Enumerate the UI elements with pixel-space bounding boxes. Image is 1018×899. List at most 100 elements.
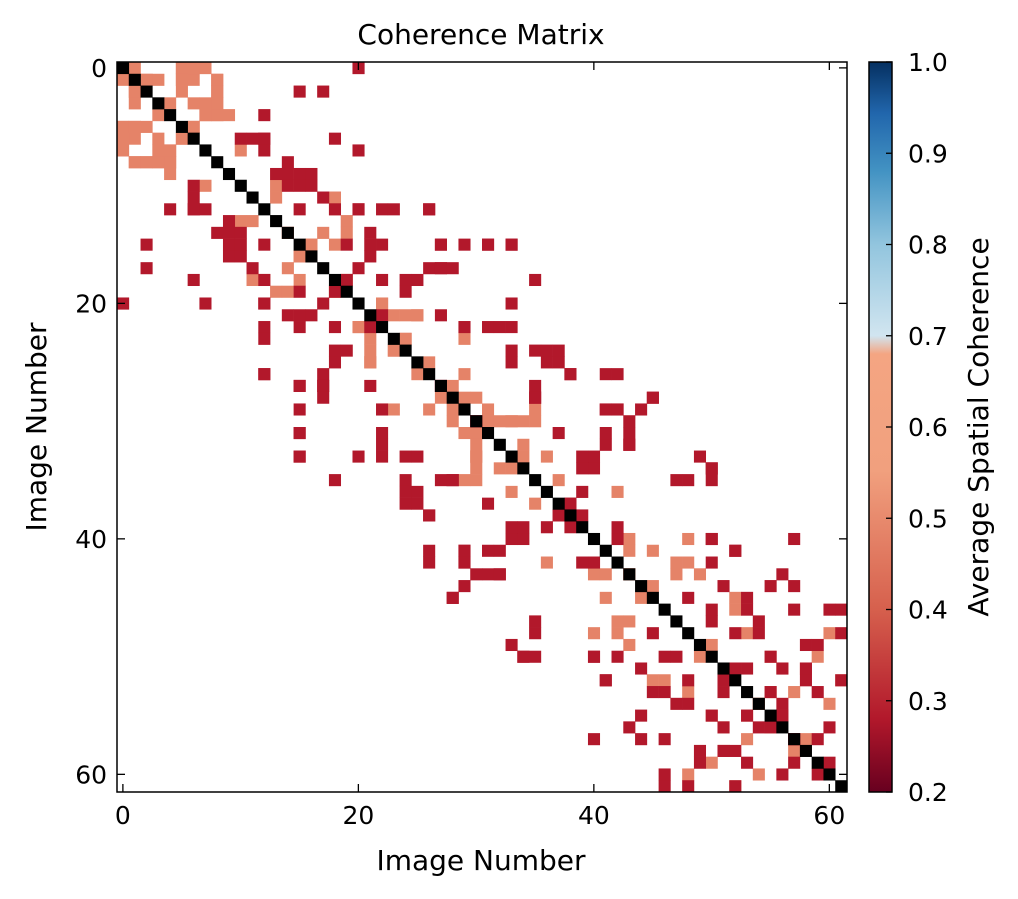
heatmap-cell bbox=[340, 238, 353, 251]
heatmap-cell bbox=[788, 532, 801, 546]
heatmap-cell bbox=[317, 368, 330, 381]
heatmap-cell bbox=[364, 226, 377, 239]
heatmap-cell bbox=[364, 379, 377, 392]
heatmap-cell bbox=[328, 356, 342, 369]
heatmap-cell bbox=[411, 273, 424, 287]
heatmap-cell bbox=[623, 721, 636, 734]
heatmap-cell bbox=[682, 591, 695, 604]
heatmap-cell bbox=[646, 391, 659, 404]
heatmap-cell bbox=[505, 638, 518, 652]
x-axis: 0 20 40 60 bbox=[115, 62, 845, 830]
heatmap-cell bbox=[658, 768, 671, 781]
heatmap-cell bbox=[470, 450, 483, 463]
heatmap-cell bbox=[705, 756, 718, 769]
diagonal-cell bbox=[623, 568, 636, 581]
heatmap-cell bbox=[540, 344, 553, 357]
heatmap-cell bbox=[328, 321, 342, 334]
heatmap-cell bbox=[117, 144, 130, 157]
heatmap-cell bbox=[482, 238, 495, 251]
heatmap-cell bbox=[729, 744, 742, 757]
heatmap-cell bbox=[117, 132, 130, 145]
heatmap-cell bbox=[564, 497, 577, 510]
diagonal-cell bbox=[293, 238, 306, 251]
heatmap-cell bbox=[376, 273, 389, 287]
heatmap-cell bbox=[364, 332, 377, 345]
heatmap-cell bbox=[387, 344, 400, 357]
y-tick-label: 60 bbox=[75, 760, 107, 789]
heatmap-cell bbox=[164, 97, 177, 110]
heatmap-cell bbox=[693, 756, 707, 769]
heatmap-cell bbox=[423, 509, 436, 522]
heatmap-cell bbox=[211, 97, 224, 110]
heatmap-cell bbox=[328, 191, 342, 204]
heatmap-cell bbox=[517, 521, 530, 534]
heatmap-cell bbox=[222, 215, 236, 228]
heatmap-cell bbox=[729, 627, 742, 640]
heatmap-cell bbox=[399, 474, 412, 487]
heatmap-cell bbox=[293, 321, 306, 334]
colorbar-tick-label: 0.9 bbox=[908, 139, 948, 168]
colorbar-ticks: 0.2 0.3 0.4 0.5 0.6 0.7 0.8 0.9 1.0 bbox=[886, 48, 948, 807]
heatmap-cell bbox=[175, 132, 188, 145]
heatmap-cell bbox=[281, 179, 294, 192]
heatmap-cell bbox=[764, 580, 777, 593]
heatmap-cell bbox=[399, 332, 412, 345]
heatmap-cell bbox=[411, 485, 424, 498]
heatmap-cell bbox=[411, 368, 424, 381]
heatmap-cell bbox=[187, 120, 200, 133]
diagonal-cell bbox=[222, 167, 236, 181]
diagonal-cell bbox=[423, 368, 436, 381]
heatmap-cell bbox=[293, 85, 306, 98]
heatmap-cell bbox=[199, 109, 212, 122]
heatmap-cell bbox=[175, 85, 188, 98]
heatmap-cell bbox=[128, 120, 141, 133]
heatmap-cell bbox=[587, 450, 601, 463]
diagonal-cell bbox=[164, 109, 177, 122]
heatmap-cell bbox=[623, 415, 636, 428]
heatmap-cell bbox=[693, 650, 707, 663]
heatmap-cell bbox=[552, 474, 565, 487]
heatmap-cell bbox=[517, 438, 530, 451]
heatmap-cell bbox=[505, 462, 518, 475]
heatmap-cell bbox=[387, 309, 400, 322]
heatmap-cell bbox=[717, 686, 730, 699]
heatmap-cell bbox=[458, 474, 471, 487]
diagonal-cell bbox=[788, 733, 801, 746]
diagonal-cell bbox=[152, 97, 165, 110]
heatmap-cell bbox=[293, 250, 306, 263]
heatmap-cell bbox=[317, 391, 330, 404]
heatmap-cell bbox=[293, 427, 306, 440]
heatmap-cell bbox=[458, 238, 471, 251]
heatmap-cell bbox=[140, 120, 153, 133]
heatmap-cell bbox=[317, 226, 330, 239]
heatmap-cell bbox=[175, 62, 188, 75]
heatmap-cell bbox=[458, 556, 471, 569]
heatmap-cell bbox=[599, 368, 612, 381]
diagonal-cell bbox=[670, 615, 683, 628]
heatmap-cell bbox=[646, 544, 659, 557]
heatmap-cell bbox=[270, 285, 283, 298]
heatmap-cell bbox=[446, 403, 459, 416]
heatmap-cell bbox=[811, 733, 824, 746]
heatmap-cell bbox=[293, 273, 306, 287]
heatmap-cell bbox=[741, 627, 754, 640]
heatmap-cell bbox=[258, 321, 271, 334]
x-tick-label: 40 bbox=[578, 801, 610, 830]
heatmap-cell bbox=[587, 733, 601, 746]
heatmap-cell bbox=[482, 321, 495, 334]
colorbar-tick-label: 0.7 bbox=[908, 322, 948, 351]
diagonal-cell bbox=[482, 427, 495, 440]
heatmap-cell bbox=[670, 474, 683, 487]
heatmap-cell bbox=[270, 191, 283, 204]
heatmap-cell bbox=[234, 215, 247, 228]
diagonal-cell bbox=[387, 332, 400, 345]
heatmap-cell bbox=[635, 662, 648, 675]
heatmap-cell bbox=[281, 309, 294, 322]
heatmap-cell bbox=[482, 497, 495, 510]
heatmap-cell bbox=[823, 603, 836, 616]
heatmap-cell bbox=[729, 662, 742, 675]
heatmap-cell bbox=[599, 674, 612, 687]
diagonal-cell bbox=[128, 73, 141, 86]
diagonal-cell bbox=[517, 462, 530, 475]
